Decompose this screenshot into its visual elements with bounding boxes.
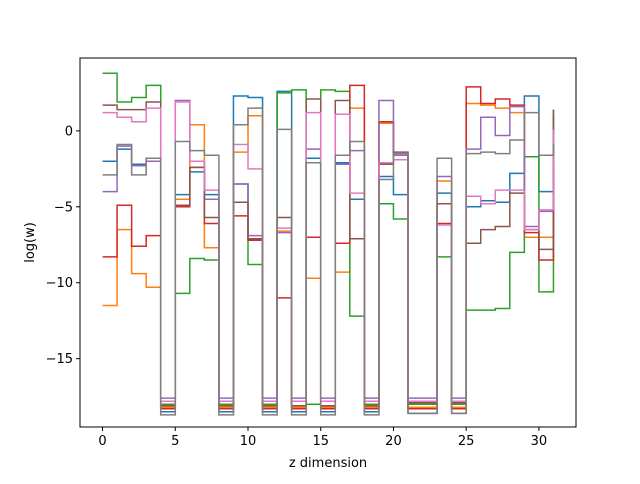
x-axis-label: z dimension — [289, 456, 367, 471]
x-tick-label: 15 — [312, 434, 329, 449]
y-axis-label: log(w) — [23, 222, 38, 263]
plot-frame — [79, 57, 577, 428]
y-tick-label: 0 — [65, 124, 73, 139]
x-tick-label: 20 — [385, 434, 402, 449]
series-line-4 — [102, 84, 555, 410]
y-tick-label: −10 — [46, 276, 73, 291]
x-tick-label: 30 — [531, 434, 548, 449]
x-tick-label: 0 — [98, 434, 106, 449]
y-axis: 0 −5 −10 −15 — [46, 124, 80, 367]
x-tick-label: 10 — [240, 434, 257, 449]
series-layer — [102, 72, 555, 416]
series-line-8 — [102, 107, 555, 416]
y-tick-label: −15 — [46, 352, 73, 367]
series-line-5 — [102, 99, 555, 399]
x-tick-label: 5 — [171, 434, 179, 449]
x-axis: 0 5 10 15 20 25 30 — [98, 427, 547, 449]
x-tick-label: 25 — [458, 434, 475, 449]
y-tick-label: −5 — [54, 200, 73, 215]
